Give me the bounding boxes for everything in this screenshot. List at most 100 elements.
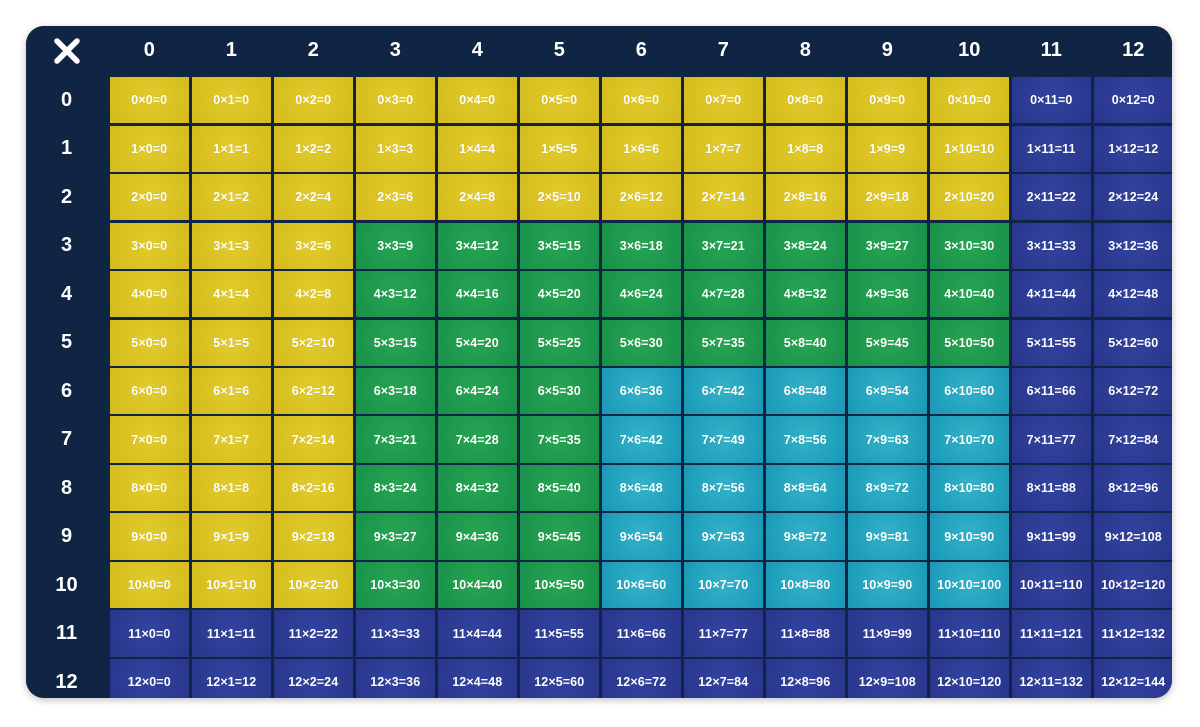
table-cell: 7×10=70 <box>929 416 1009 463</box>
table-cell: 8×6=48 <box>601 464 681 512</box>
row-header: 0 <box>26 77 107 124</box>
column-header: 12 <box>1093 26 1172 75</box>
table-cell: 1×1=1 <box>191 125 271 172</box>
table-cell: 8×0=0 <box>109 464 189 512</box>
table-cell: 2×1=2 <box>191 174 271 221</box>
table-cell: 1×2=2 <box>273 125 353 172</box>
table-cell: 5×1=5 <box>191 319 271 366</box>
table-cell: 4×9=36 <box>847 271 927 318</box>
table-cell: 5×9=45 <box>847 319 927 366</box>
table-cell: 12×12=144 <box>1093 658 1172 698</box>
table-cell: 11×2=22 <box>273 610 353 657</box>
table-cell: 1×6=6 <box>601 125 681 172</box>
table-cell: 11×0=0 <box>109 610 189 657</box>
table-cell: 4×11=44 <box>1011 271 1091 318</box>
row-header: 5 <box>26 319 107 366</box>
table-cell: 3×3=9 <box>355 222 435 269</box>
table-cell: 11×9=99 <box>847 610 927 657</box>
table-cell: 12×8=96 <box>765 658 845 698</box>
column-header: 10 <box>929 26 1009 75</box>
table-cell: 9×11=99 <box>1011 513 1091 560</box>
table-cell: 1×7=7 <box>683 125 763 172</box>
table-cell: 0×12=0 <box>1093 77 1172 124</box>
table-cell: 4×6=24 <box>601 271 681 318</box>
table-cell: 3×7=21 <box>683 222 763 269</box>
table-cell: 2×7=14 <box>683 174 763 221</box>
table-cell: 3×1=3 <box>191 222 271 269</box>
row-header: 11 <box>26 610 107 657</box>
table-cell: 6×10=60 <box>929 368 1009 415</box>
table-cell: 6×7=42 <box>683 368 763 415</box>
row-header: 4 <box>26 271 107 318</box>
table-cell: 1×8=8 <box>765 125 845 172</box>
table-cell: 6×4=24 <box>437 368 517 415</box>
table-cell: 8×12=96 <box>1093 464 1172 512</box>
row-header: 12 <box>26 658 107 698</box>
table-cell: 8×8=64 <box>765 464 845 512</box>
table-cell: 10×6=60 <box>601 561 681 609</box>
table-cell: 7×11=77 <box>1011 416 1091 463</box>
table-cell: 5×5=25 <box>519 319 599 366</box>
table-cell: 0×7=0 <box>683 77 763 124</box>
column-header: 9 <box>847 26 927 75</box>
table-cell: 7×3=21 <box>355 416 435 463</box>
table-cell: 3×12=36 <box>1093 222 1172 269</box>
table-cell: 3×11=33 <box>1011 222 1091 269</box>
table-cell: 7×9=63 <box>847 416 927 463</box>
table-cell: 8×5=40 <box>519 464 599 512</box>
row-header: 10 <box>26 561 107 609</box>
table-cell: 8×1=8 <box>191 464 271 512</box>
table-cell: 10×5=50 <box>519 561 599 609</box>
table-cell: 7×6=42 <box>601 416 681 463</box>
table-cell: 4×5=20 <box>519 271 599 318</box>
table-cell: 4×8=32 <box>765 271 845 318</box>
table-cell: 6×8=48 <box>765 368 845 415</box>
table-cell: 12×2=24 <box>273 658 353 698</box>
table-cell: 9×4=36 <box>437 513 517 560</box>
table-cell: 9×9=81 <box>847 513 927 560</box>
table-cell: 2×0=0 <box>109 174 189 221</box>
table-cell: 8×7=56 <box>683 464 763 512</box>
table-cell: 12×5=60 <box>519 658 599 698</box>
table-cell: 8×10=80 <box>929 464 1009 512</box>
column-header: 8 <box>765 26 845 75</box>
table-cell: 9×0=0 <box>109 513 189 560</box>
table-cell: 2×11=22 <box>1011 174 1091 221</box>
table-cell: 6×0=0 <box>109 368 189 415</box>
table-cell: 6×3=18 <box>355 368 435 415</box>
table-cell: 1×0=0 <box>109 125 189 172</box>
table-cell: 4×2=8 <box>273 271 353 318</box>
table-cell: 10×1=10 <box>191 561 271 609</box>
table-cell: 12×7=84 <box>683 658 763 698</box>
table-cell: 0×11=0 <box>1011 77 1091 124</box>
table-cell: 4×3=12 <box>355 271 435 318</box>
table-cell: 7×5=35 <box>519 416 599 463</box>
table-cell: 11×8=88 <box>765 610 845 657</box>
table-cell: 9×6=54 <box>601 513 681 560</box>
table-cell: 1×5=5 <box>519 125 599 172</box>
table-cell: 2×3=6 <box>355 174 435 221</box>
table-cell: 2×8=16 <box>765 174 845 221</box>
table-cell: 3×8=24 <box>765 222 845 269</box>
table-cell: 7×8=56 <box>765 416 845 463</box>
table-cell: 12×6=72 <box>601 658 681 698</box>
table-cell: 9×2=18 <box>273 513 353 560</box>
table-cell: 4×4=16 <box>437 271 517 318</box>
table-cell: 12×4=48 <box>437 658 517 698</box>
table-cell: 5×8=40 <box>765 319 845 366</box>
table-cell: 0×2=0 <box>273 77 353 124</box>
table-cell: 5×0=0 <box>109 319 189 366</box>
table-cell: 11×11=121 <box>1011 610 1091 657</box>
table-cell: 12×3=36 <box>355 658 435 698</box>
multiplication-table: 0 1 2 3 4 5 6 7 8 9 10 11 12 0 0×0=0 0×1=0 0×2=0 0×3=0 0×4… <box>26 26 1172 698</box>
table-cell: 4×0=0 <box>109 271 189 318</box>
table-cell: 8×11=88 <box>1011 464 1091 512</box>
table-cell: 9×7=63 <box>683 513 763 560</box>
table-cell: 7×12=84 <box>1093 416 1172 463</box>
table-cell: 2×5=10 <box>519 174 599 221</box>
table-cell: 9×5=45 <box>519 513 599 560</box>
table-cell: 8×3=24 <box>355 464 435 512</box>
table-cell: 5×12=60 <box>1093 319 1172 366</box>
column-header: 4 <box>437 26 517 75</box>
table-cell: 4×7=28 <box>683 271 763 318</box>
